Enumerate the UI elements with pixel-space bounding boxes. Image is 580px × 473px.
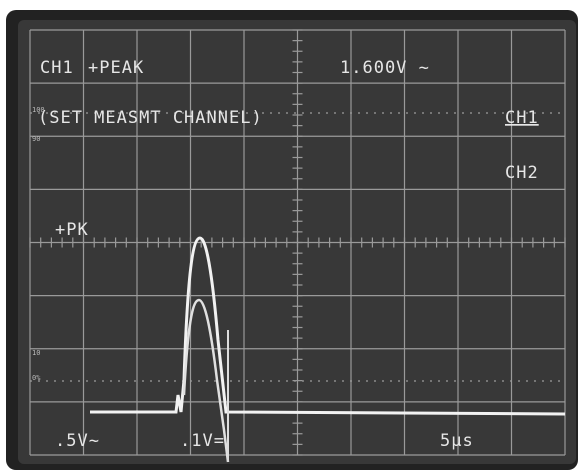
menu-option: CH1 xyxy=(505,108,539,128)
graticule-label: 100 xyxy=(32,106,45,114)
menu-prompt: (SET MEASMT CHANNEL) xyxy=(38,108,263,128)
menu-option: CH2 xyxy=(505,163,539,183)
graticule-label: 10 xyxy=(32,349,40,357)
ch2-scale: .1V= xyxy=(180,431,225,451)
graticule-label: 90 xyxy=(32,135,40,143)
measurement-readout: 1.600V ~ xyxy=(340,58,430,78)
graticule-label: 0% xyxy=(32,374,41,382)
timebase: 5µs xyxy=(440,431,474,451)
mode-readout: +PEAK xyxy=(88,58,144,78)
peak-marker: +PK xyxy=(55,220,89,240)
channel-readout: CH1 xyxy=(40,58,74,78)
oscilloscope-screen: CH1 +PEAK 1.600V ~ (SET MEASMT CHANNEL) … xyxy=(0,0,580,473)
ch1-scale: .5V~ xyxy=(55,431,100,451)
